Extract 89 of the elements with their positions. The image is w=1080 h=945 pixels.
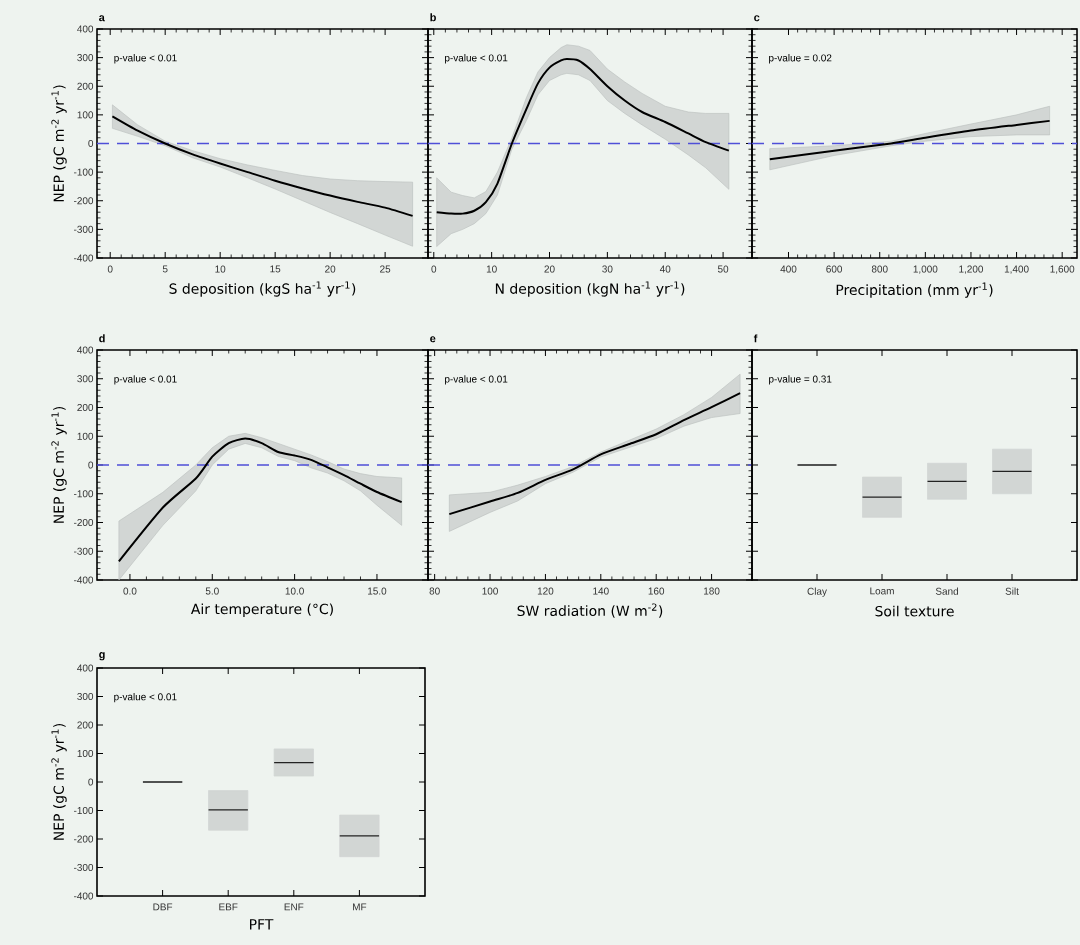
y-tick-label: -100 — [73, 168, 94, 176]
x-tick-label: 20 — [544, 265, 555, 273]
y-tick-label: 200 — [77, 721, 94, 729]
x-tick-label: DBF — [153, 903, 173, 911]
x-tick-label: 10 — [486, 265, 497, 273]
y-tick-label: -400 — [73, 254, 94, 262]
x-tick-label: 30 — [602, 265, 613, 273]
x-tick-label: 1,400 — [1004, 265, 1029, 274]
x-tick-label: 0 — [431, 265, 437, 273]
y-tick-label: -100 — [73, 490, 94, 498]
x-tick-label: 180 — [704, 587, 720, 595]
x-tick-label: 10 — [215, 265, 226, 273]
x-tick-label: 400 — [780, 265, 797, 273]
chart-title: d — [99, 334, 105, 343]
y-tick-label: -300 — [73, 547, 94, 555]
x-tick-label: ENF — [284, 903, 304, 911]
x-tick-label: 160 — [648, 587, 665, 595]
x-tick-label: 40 — [659, 265, 671, 273]
y-tick-label: 300 — [77, 375, 94, 383]
x-tick-label: 0 — [107, 265, 113, 273]
chart-title: c — [754, 15, 760, 22]
annotation: p-value < 0.01 — [445, 375, 508, 385]
x-axis-title: Precipitation (mm yr$^{-1}$) — [836, 282, 993, 298]
x-tick-label: 140 — [593, 587, 609, 595]
y-tick-label: 0 — [88, 139, 94, 148]
x-tick-label: 20 — [325, 265, 336, 273]
x-tick-label: 1,200 — [959, 265, 984, 274]
line-series — [111, 115, 414, 217]
annotation: p-value < 0.01 — [114, 375, 177, 385]
x-tick-label: 80 — [429, 587, 440, 595]
annotation: p-value < 0.01 — [114, 54, 177, 64]
x-tick-label: 600 — [826, 265, 843, 273]
y-tick-label: 400 — [77, 664, 94, 672]
x-tick-label: 15 — [270, 265, 281, 273]
y-tick-label: 300 — [77, 54, 94, 62]
x-tick-label: Silt — [1005, 587, 1019, 595]
y-axis-title: NEP (gC m$^{-2}$ yr$^{-1}$) — [51, 406, 67, 523]
x-tick-label: Sand — [935, 587, 959, 595]
x-tick-label: 25 — [380, 265, 391, 273]
y-tick-label: 400 — [77, 25, 94, 33]
annotation: p-value < 0.01 — [114, 693, 177, 703]
y-tick-label: 200 — [77, 82, 94, 90]
annotation: p-value = 0.31 — [769, 375, 832, 385]
y-axis-title: NEP (gC m$^{-2}$ yr$^{-1}$) — [51, 85, 67, 202]
y-tick-label: 100 — [77, 432, 94, 440]
x-tick-label: 120 — [537, 587, 554, 595]
y-tick-label: -400 — [73, 576, 94, 584]
y-tick-label: -200 — [73, 197, 94, 205]
x-tick-label: Clay — [807, 587, 827, 597]
y-tick-label: 0 — [88, 461, 94, 469]
x-axis-title: PFT — [250, 919, 274, 930]
chart-title: b — [430, 13, 436, 22]
y-tick-label: 100 — [77, 749, 94, 758]
y-tick-label: 400 — [77, 346, 94, 354]
x-tick-label: 5 — [162, 265, 168, 273]
x-tick-label: 800 — [871, 265, 888, 273]
chart-title: e — [430, 336, 436, 343]
y-tick-label: 100 — [77, 111, 94, 119]
y-tick-label: 0 — [88, 778, 94, 786]
x-tick-label: Loam — [870, 587, 894, 595]
chart-title: f — [753, 334, 758, 343]
x-tick-label: 10.0 — [285, 587, 304, 595]
x-tick-label: 1,600 — [1050, 265, 1075, 274]
y-tick-label: 300 — [77, 692, 94, 701]
y-tick-label: -400 — [73, 892, 94, 900]
x-axis-title: N deposition (kgN ha$^{-1}$ yr$^{-1}$) — [495, 281, 685, 297]
x-tick-label: 5.0 — [205, 587, 219, 595]
y-tick-label: -100 — [73, 806, 94, 815]
annotation: p-value = 0.02 — [769, 54, 832, 64]
x-axis-title: Soil texture — [875, 605, 954, 617]
x-tick-label: 100 — [482, 587, 498, 595]
chart-title: g — [99, 652, 105, 661]
y-tick-label: 200 — [77, 403, 94, 412]
annotation: p-value < 0.01 — [445, 54, 508, 64]
chart-title: a — [99, 15, 105, 22]
x-axis-title: S deposition (kgS ha$^{-1}$ yr$^{-1}$) — [169, 281, 356, 297]
y-axis-title: NEP (gC m$^{-2}$ yr$^{-1}$) — [51, 723, 67, 840]
x-tick-label: 1,000 — [913, 265, 938, 274]
x-axis-title: SW radiation (W m$^{-2}$) — [517, 603, 663, 618]
x-tick-label: 15.0 — [368, 587, 387, 595]
y-tick-label: -300 — [73, 863, 94, 872]
x-tick-label: 0.0 — [123, 587, 137, 595]
x-tick-label: MF — [353, 903, 367, 911]
x-tick-label: 50 — [717, 265, 729, 273]
x-axis-title: Air temperature (°C) — [190, 603, 333, 617]
y-tick-label: -200 — [73, 835, 94, 843]
y-tick-label: -300 — [73, 225, 94, 233]
y-tick-label: -200 — [73, 518, 94, 527]
x-tick-label: EBF — [219, 903, 238, 911]
